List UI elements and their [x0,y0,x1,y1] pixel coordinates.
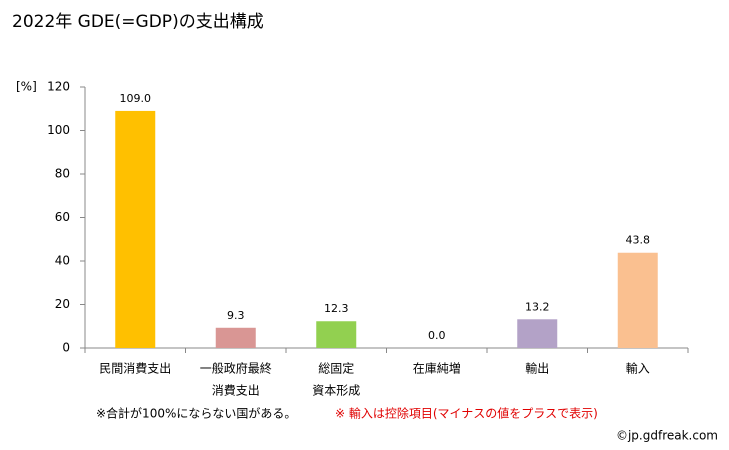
bar [517,319,558,348]
y-tick-label: 80 [55,167,70,181]
value-label: 109.0 [120,92,152,105]
y-tick-label: 60 [55,210,70,224]
x-tick-label: 輸入 [626,361,650,376]
credit: ©jp.gdfreak.com [616,429,718,443]
y-tick-label: 0 [62,341,70,355]
value-label: 0.0 [428,329,446,342]
value-label: 9.3 [227,309,245,322]
bar [215,327,256,348]
bar [316,321,357,348]
x-tick-label: 消費支出 [212,383,260,398]
note: ※合計が100%にならない国がある。 [96,406,296,421]
x-tick-label: 在庫純増 [413,362,461,376]
x-tick-label: 輸出 [525,361,549,376]
y-tick-label: 40 [55,254,70,268]
bar [617,252,658,348]
value-label: 43.8 [626,234,651,247]
x-tick-label: 民間消費支出 [99,361,171,376]
note: ※ 輸入は控除項目(マイナスの値をプラスで表示) [335,406,598,421]
y-axis-label: [%] [16,80,37,94]
x-tick-label: 総固定 [318,361,354,376]
x-tick-label: 一般政府最終 [200,361,272,376]
value-label: 13.2 [525,300,550,313]
value-label: 12.3 [324,302,349,315]
chart-title: 2022年 GDE(=GDP)の支出構成 [12,12,264,32]
x-tick-label: 資本形成 [312,384,360,398]
y-tick-label: 100 [47,123,70,137]
y-tick-label: 20 [55,297,70,311]
bar [115,110,156,348]
y-tick-label: 120 [47,80,70,94]
